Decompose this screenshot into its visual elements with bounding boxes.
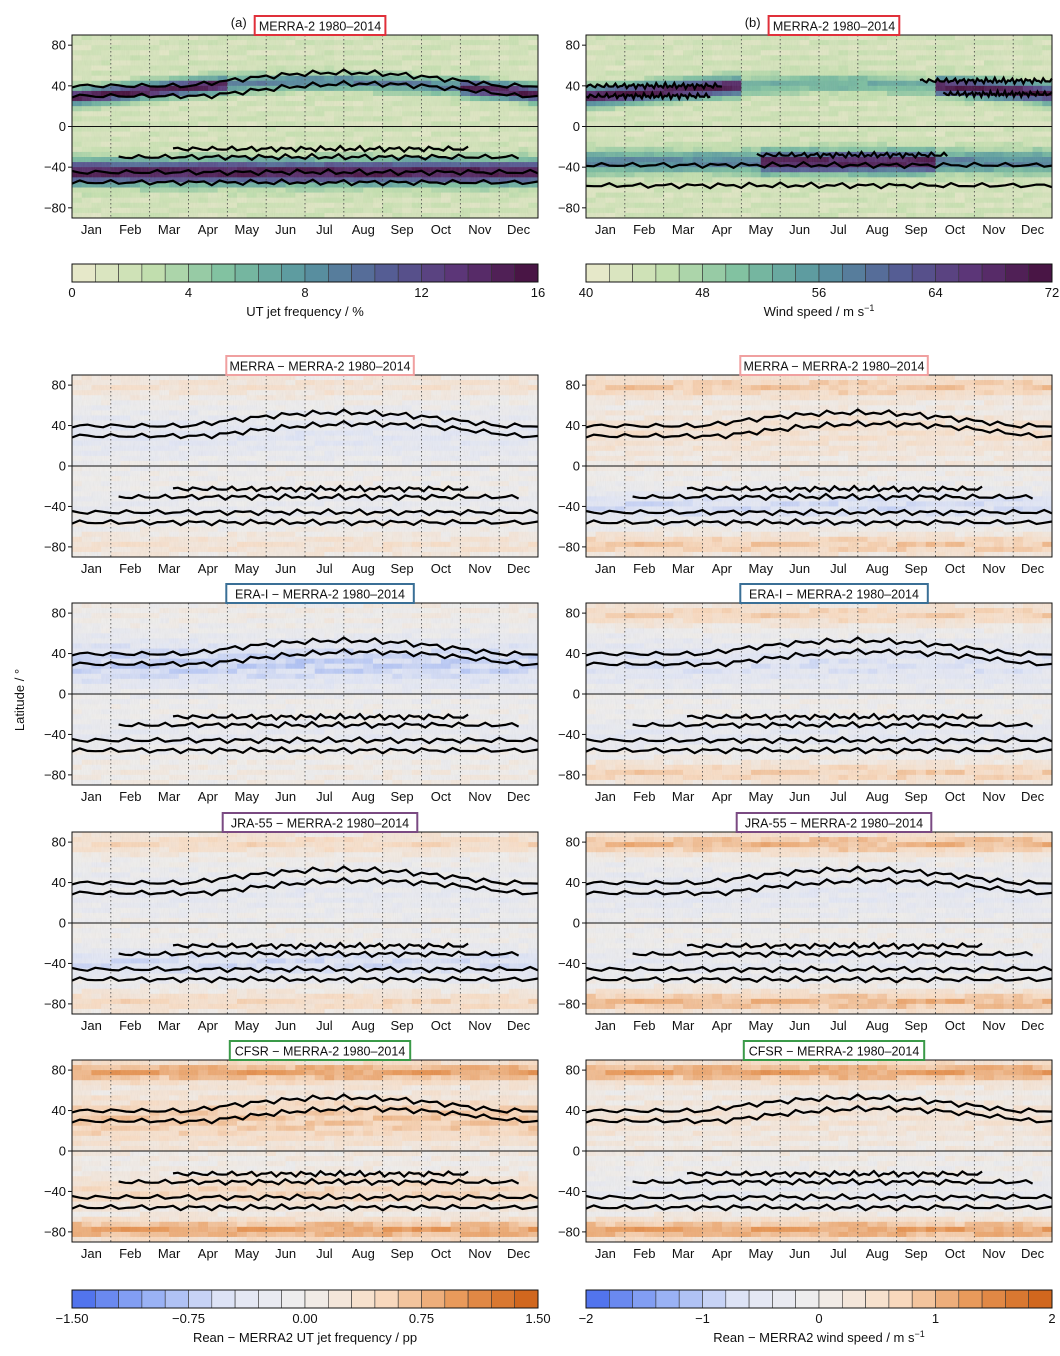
x-tick-label: May [235, 222, 260, 237]
x-tick-label: Nov [982, 222, 1006, 237]
y-tick-label: −40 [44, 160, 66, 175]
x-tick-label: Jul [830, 222, 847, 237]
panel-2: 80 40 0 −40 −80 Jan Feb Mar Apr May Jun Jul Aug Sep Oc… [558, 15, 1052, 237]
x-tick-label: Feb [633, 222, 655, 237]
y-tick-label: −40 [558, 160, 580, 175]
y-tick-label: 40 [52, 78, 66, 93]
panel-letter: (a) [231, 15, 247, 30]
x-tick-label: Nov [468, 222, 492, 237]
x-tick-label: Jun [275, 222, 296, 237]
panel-1: 80 40 0 −40 −80 Jan Feb Mar Apr May Jun Jul Aug Sep Oc… [44, 15, 538, 237]
panel-title: MERRA-2 1980–2014 [773, 20, 895, 34]
x-tick-label: Mar [672, 222, 695, 237]
y-tick-label: 40 [566, 78, 580, 93]
x-tick-label: Dec [507, 222, 531, 237]
x-tick-label: Oct [945, 222, 966, 237]
y-tick-label: 80 [52, 38, 66, 53]
x-tick-label: Jul [316, 222, 333, 237]
x-tick-label: Dec [1021, 222, 1045, 237]
panel-letter: (b) [745, 15, 761, 30]
x-tick-label: Apr [712, 222, 733, 237]
x-tick-label: Feb [119, 222, 141, 237]
y-tick-label: 80 [566, 38, 580, 53]
x-tick-label: Apr [198, 222, 219, 237]
y-tick-label: −80 [558, 200, 580, 215]
y-tick-label: 0 [573, 119, 580, 134]
x-tick-label: Aug [866, 222, 889, 237]
x-tick-label: Jan [595, 222, 616, 237]
y-tick-label: −80 [44, 200, 66, 215]
y-tick-label: 0 [59, 119, 66, 134]
x-tick-label: Sep [905, 222, 928, 237]
x-tick-label: Jan [81, 222, 102, 237]
x-tick-label: Jun [789, 222, 810, 237]
x-tick-label: Aug [352, 222, 375, 237]
x-tick-label: May [749, 222, 774, 237]
x-tick-label: Mar [158, 222, 181, 237]
x-tick-label: Sep [391, 222, 414, 237]
panel-title: MERRA-2 1980–2014 [259, 20, 381, 34]
x-tick-label: Oct [431, 222, 452, 237]
